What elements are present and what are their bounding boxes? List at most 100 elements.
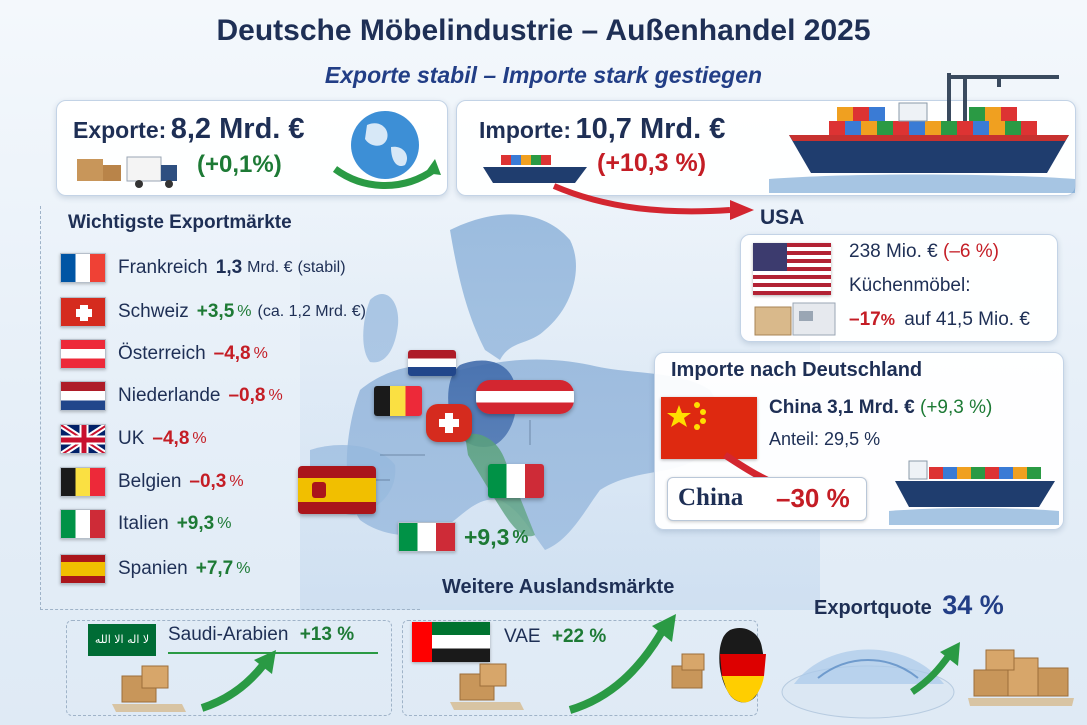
usa-kitchen-unit: % [880, 312, 895, 329]
list-item-italien: Italien +9,3 % [60, 508, 231, 540]
china-decline-box: China –30 % [667, 477, 867, 521]
country-name: Spanien [118, 558, 188, 579]
export-quote-value: 34 % [942, 590, 1004, 620]
country-name: Österreich [118, 343, 206, 364]
country-value: –4,8 [213, 343, 251, 364]
country-name: Niederlande [118, 385, 221, 406]
country-name: UK [118, 428, 145, 449]
flag-netherlands-icon [60, 381, 106, 411]
usa-kitchen-label: Küchenmöbel: [849, 275, 971, 296]
flag-spain-icon [60, 554, 106, 584]
country-value: 1,3 [215, 257, 243, 278]
usa-change: (–6 %) [943, 241, 999, 262]
country-unit: Mrd. € [247, 259, 293, 276]
flag-uae-icon [412, 622, 490, 662]
page-subtitle: Exporte stabil – Importe stark gestiegen [324, 62, 763, 88]
country-name: Schweiz [118, 301, 189, 322]
imports-value: 10,7 Mrd. € [575, 113, 726, 145]
uae-boxes-arrow-icon [450, 614, 676, 714]
china-share-value: 29,5 % [824, 429, 881, 449]
list-item-belgien: Belgien –0,3 % [60, 466, 244, 498]
flag-austria-icon [60, 339, 106, 369]
map-flag-belgium [374, 386, 422, 416]
usa-kitchen-text: auf 41,5 Mio. € [904, 309, 1030, 330]
country-unit: % [268, 387, 283, 404]
uae-change: +22 % [551, 626, 607, 647]
country-value: +7,7 [195, 558, 234, 579]
exports-value: 8,2 Mrd. € [170, 113, 305, 145]
cargo-ship-icon [769, 73, 1075, 193]
china-decline-value: –30 % [776, 483, 850, 513]
imports-label: Importe: [479, 117, 571, 143]
map-flag-switzerland [426, 404, 472, 442]
kitchen-icon [754, 302, 836, 336]
country-note: (stabil) [297, 259, 346, 276]
list-item-uk: UK –4,8 % [60, 423, 207, 455]
country-unit: % [236, 560, 251, 577]
usa-value: 238 Mio. € [849, 241, 938, 262]
saudi-change: +13 % [299, 624, 355, 645]
saudi-name: Saudi-Arabien [168, 624, 289, 645]
callout-flag-italy [398, 522, 456, 552]
usa-card: 238 Mio. € (–6 %) Küchenmöbel: –17% auf … [740, 234, 1058, 342]
imports-change: (+10,3 %) [597, 149, 707, 177]
germany-flag-map-icon [719, 628, 766, 703]
export-markets-panel [40, 206, 420, 610]
country-unit: % [229, 473, 244, 490]
china-share-label: Anteil: [769, 429, 820, 449]
flag-france-icon [60, 253, 106, 283]
list-item-niederlande: Niederlande –0,8 % [60, 380, 283, 412]
country-name: Belgien [118, 471, 182, 492]
china-country: China [769, 397, 822, 418]
country-unit: % [253, 345, 268, 362]
map-callout-italy: +9,3 % [398, 522, 528, 552]
flag-belgium-icon [60, 467, 106, 497]
flag-china-icon [661, 397, 757, 459]
export-quote-illustration [671, 628, 1074, 719]
usa-title: USA [760, 206, 805, 229]
china-decline-label: China [678, 484, 744, 511]
list-item-schweiz: Schweiz +3,5 % (ca. 1,2 Mrd. €) [60, 296, 366, 328]
list-item-oesterreich: Österreich –4,8 % [60, 338, 268, 370]
exports-label: Exporte: [73, 117, 167, 143]
further-markets-title: Weitere Auslandsmärkte [442, 576, 675, 598]
china-ship-icon [889, 460, 1059, 525]
callout-value: +9,3 [464, 523, 510, 550]
country-value: –0,8 [228, 385, 266, 406]
country-unit: % [237, 303, 252, 320]
flag-uk-icon [60, 424, 106, 454]
country-unit: % [217, 515, 232, 532]
country-name: Frankreich [118, 257, 208, 278]
usa-kitchen-change: –17 [849, 309, 881, 330]
list-item-frankreich: Frankreich 1,3 Mrd. € (stabil) [60, 252, 346, 284]
page-title: Deutsche Möbelindustrie – Außenhandel 20… [216, 14, 871, 47]
map-flag-austria [476, 380, 574, 414]
saudi-flag-text: لا اله الا الله [94, 633, 150, 646]
china-change: (+9,3 %) [920, 397, 993, 418]
country-note: (ca. 1,2 Mrd. €) [257, 303, 366, 320]
red-arrow-to-usa [552, 183, 754, 220]
country-unit: % [192, 430, 207, 447]
imports-germany-card: Importe nach Deutschland China 3,1 Mrd. … [654, 352, 1064, 530]
map-flag-italy [488, 464, 544, 498]
saudi-card [66, 620, 392, 716]
export-markets-title: Wichtigste Exportmärkte [68, 212, 292, 233]
truck-icon [77, 156, 177, 188]
exports-change: (+0,1%) [197, 151, 282, 178]
country-value: –4,8 [152, 428, 190, 449]
boxes-arrow-icon [112, 650, 276, 712]
flag-switzerland-icon [60, 297, 106, 327]
globe-icon [332, 111, 441, 189]
map-flag-spain [298, 466, 376, 514]
country-value: +3,5 [196, 301, 235, 322]
country-value: –0,3 [189, 471, 227, 492]
uae-name: VAE [504, 626, 541, 647]
china-value: 3,1 Mrd. € [827, 397, 915, 418]
list-item-spanien: Spanien +7,7 % [60, 553, 250, 585]
imports-germany-title: Importe nach Deutschland [671, 359, 923, 381]
flag-italy-icon [60, 509, 106, 539]
country-value: +9,3 [176, 513, 215, 534]
map-flag-netherlands [408, 350, 456, 376]
flag-saudi-icon: لا اله الا الله [88, 624, 156, 656]
callout-unit: % [512, 526, 529, 547]
